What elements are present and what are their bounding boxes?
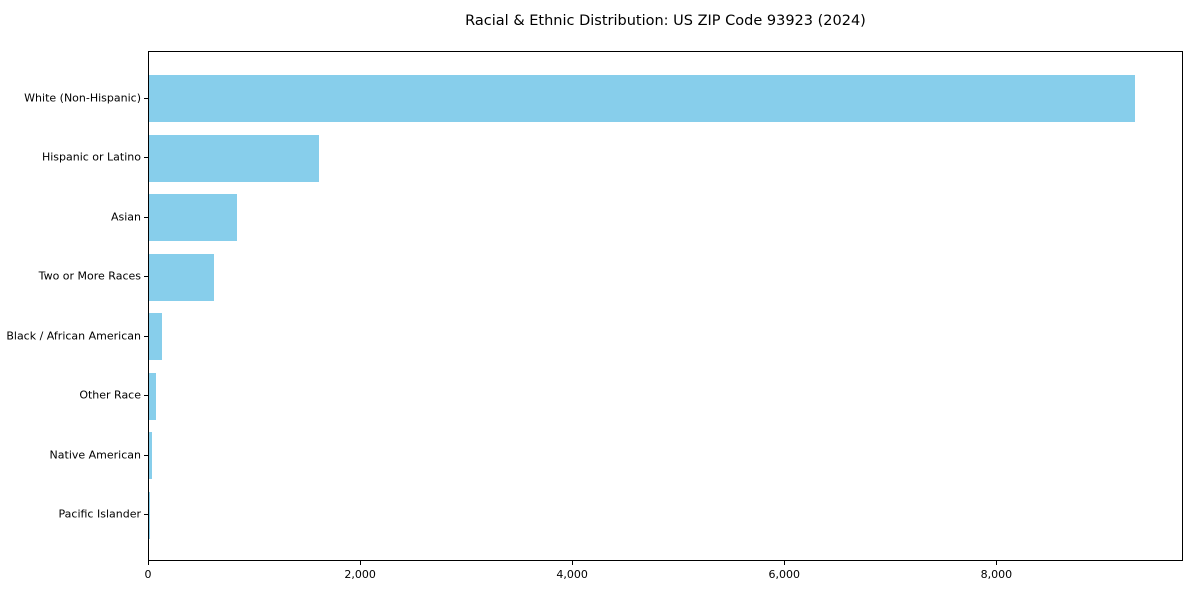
- y-tick-mark: [144, 335, 148, 337]
- y-tick-mark: [144, 157, 148, 159]
- y-tick-label: Hispanic or Latino: [41, 150, 141, 164]
- chart-title: Racial & Ethnic Distribution: US ZIP Cod…: [465, 13, 866, 29]
- x-tick-mark: [784, 561, 786, 565]
- y-tick-mark: [144, 216, 148, 218]
- bar: [149, 75, 1136, 123]
- y-tick-label: Asian: [110, 210, 141, 224]
- x-tick-mark: [996, 561, 998, 565]
- x-tick-label: 8,000: [980, 568, 1013, 581]
- y-tick-label: White (Non-Hispanic): [24, 91, 141, 105]
- x-tick-mark: [360, 561, 362, 565]
- y-tick-label: Native American: [49, 448, 141, 462]
- y-tick-mark: [144, 454, 148, 456]
- bar: [149, 491, 150, 539]
- y-tick-label: Two or More Races: [38, 269, 141, 283]
- bar: [149, 134, 319, 182]
- x-tick-mark: [148, 561, 149, 565]
- x-tick-label: 2,000: [344, 568, 376, 581]
- y-tick-label: Other Race: [79, 388, 141, 402]
- bar: [149, 194, 238, 242]
- y-tick-mark: [144, 395, 148, 397]
- x-tick-label: 0: [144, 568, 152, 581]
- bar: [149, 372, 157, 420]
- bar: [149, 432, 153, 480]
- y-tick-label: Pacific Islander: [58, 507, 141, 521]
- y-tick-mark: [144, 514, 148, 516]
- x-tick-label: 4,000: [556, 568, 588, 581]
- x-tick-label: 6,000: [768, 568, 801, 581]
- x-tick-mark: [572, 561, 574, 565]
- y-tick-label: Black / African American: [6, 329, 141, 343]
- y-tick-mark: [144, 97, 148, 99]
- bar: [149, 313, 162, 361]
- bar: [149, 253, 214, 301]
- plot-area: [148, 51, 1183, 561]
- y-tick-mark: [144, 276, 148, 278]
